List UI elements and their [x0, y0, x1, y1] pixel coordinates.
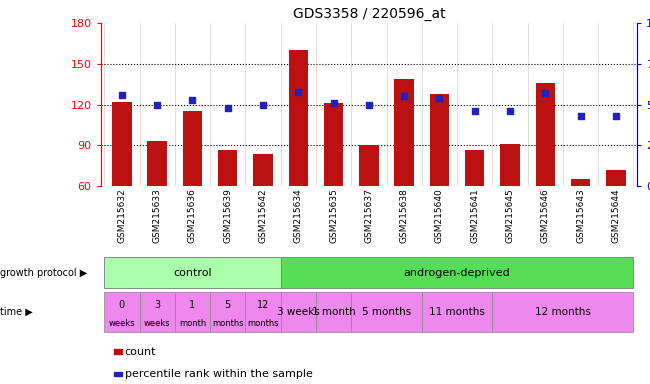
- Bar: [246, 292, 281, 332]
- Point: [434, 95, 445, 101]
- Text: GSM215639: GSM215639: [223, 188, 232, 243]
- Bar: [351, 292, 422, 332]
- Bar: [281, 292, 316, 332]
- Bar: [606, 170, 625, 268]
- Bar: [104, 292, 140, 332]
- Bar: [316, 292, 351, 332]
- Bar: [536, 83, 555, 268]
- Text: GSM215632: GSM215632: [118, 188, 126, 243]
- Bar: [210, 292, 246, 332]
- Text: 3 weeks: 3 weeks: [277, 307, 320, 317]
- Text: GSM215646: GSM215646: [541, 188, 550, 243]
- Text: weeks: weeks: [109, 319, 135, 328]
- Text: time ▶: time ▶: [0, 307, 32, 317]
- Point: [610, 113, 621, 119]
- Bar: [112, 102, 131, 268]
- Text: control: control: [173, 268, 212, 278]
- Text: GSM215644: GSM215644: [612, 188, 620, 243]
- Text: 3: 3: [154, 300, 161, 310]
- Point: [258, 102, 268, 108]
- Text: GSM215635: GSM215635: [329, 188, 338, 243]
- Point: [469, 108, 480, 114]
- Bar: [324, 103, 343, 268]
- Text: growth protocol ▶: growth protocol ▶: [0, 268, 87, 278]
- Text: weeks: weeks: [144, 319, 170, 328]
- Text: month: month: [179, 319, 206, 328]
- Point: [117, 92, 127, 98]
- Point: [152, 102, 162, 108]
- Title: GDS3358 / 220596_at: GDS3358 / 220596_at: [292, 7, 445, 21]
- Text: 5 months: 5 months: [362, 307, 411, 317]
- Text: 5: 5: [225, 300, 231, 310]
- Bar: [104, 257, 281, 288]
- Bar: [140, 292, 175, 332]
- Text: count: count: [125, 346, 156, 357]
- Bar: [175, 292, 210, 332]
- Text: months: months: [247, 319, 279, 328]
- Point: [575, 113, 586, 119]
- Bar: [359, 146, 378, 268]
- Bar: [289, 50, 308, 268]
- Point: [364, 102, 374, 108]
- Point: [293, 89, 304, 95]
- Bar: [465, 149, 484, 268]
- Point: [505, 108, 515, 114]
- Bar: [218, 149, 237, 268]
- Bar: [281, 257, 634, 288]
- Bar: [492, 292, 634, 332]
- Text: androgen-deprived: androgen-deprived: [404, 268, 510, 278]
- Text: GSM215645: GSM215645: [506, 188, 515, 243]
- Bar: [571, 179, 590, 268]
- Text: GSM215637: GSM215637: [365, 188, 373, 243]
- Point: [399, 93, 410, 99]
- Text: GSM215636: GSM215636: [188, 188, 197, 243]
- Text: GSM215641: GSM215641: [470, 188, 479, 243]
- Text: 0: 0: [119, 300, 125, 310]
- Point: [222, 105, 233, 111]
- Text: GSM215638: GSM215638: [400, 188, 409, 243]
- Bar: [148, 141, 167, 268]
- Text: percentile rank within the sample: percentile rank within the sample: [125, 369, 313, 379]
- Text: months: months: [212, 319, 244, 328]
- Text: 11 months: 11 months: [429, 307, 485, 317]
- Text: GSM215633: GSM215633: [153, 188, 162, 243]
- Point: [540, 90, 551, 96]
- Point: [187, 97, 198, 103]
- Text: 1 month: 1 month: [312, 307, 356, 317]
- Bar: [395, 79, 414, 268]
- Text: 12 months: 12 months: [535, 307, 591, 317]
- Text: GSM215634: GSM215634: [294, 188, 303, 243]
- Bar: [430, 94, 449, 268]
- Bar: [422, 292, 492, 332]
- Text: GSM215642: GSM215642: [259, 188, 268, 243]
- Bar: [183, 111, 202, 268]
- Bar: [500, 144, 520, 268]
- Text: GSM215643: GSM215643: [576, 188, 585, 243]
- Text: GSM215640: GSM215640: [435, 188, 444, 243]
- Text: 12: 12: [257, 300, 269, 310]
- Bar: [254, 154, 273, 268]
- Text: 1: 1: [189, 300, 196, 310]
- Point: [328, 100, 339, 106]
